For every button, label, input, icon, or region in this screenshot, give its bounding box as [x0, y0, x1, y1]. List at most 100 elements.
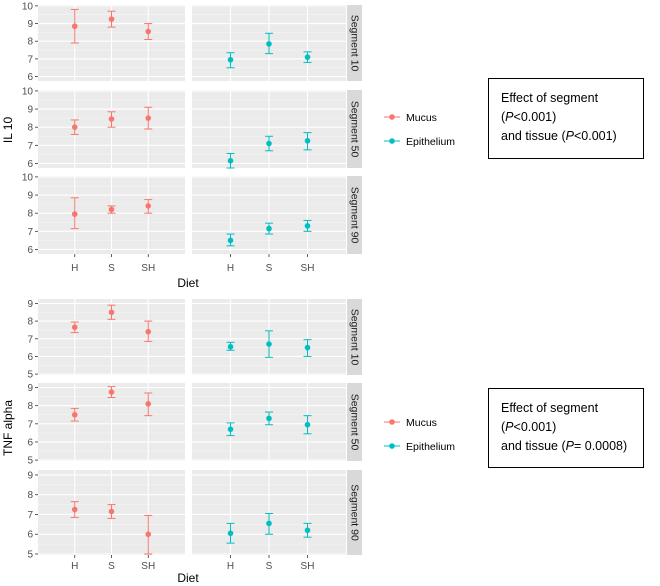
data-point	[227, 237, 234, 244]
legend-key-point	[389, 138, 395, 144]
facet-strip	[347, 470, 362, 555]
facet-strip	[347, 90, 362, 168]
y-tick-label: 8	[27, 209, 33, 220]
annotation-p-symbol: P	[565, 439, 574, 453]
annotation-p-symbol: P	[505, 110, 514, 124]
y-tick-label: 9	[27, 191, 33, 202]
data-point	[304, 54, 311, 60]
data-point	[266, 140, 272, 147]
facet-strip-label: Segment 50	[349, 101, 361, 158]
annotation-text: <0.001)	[513, 420, 557, 434]
y-tick-label: 7	[27, 227, 33, 238]
legend-key-point	[389, 443, 395, 449]
x-axis-title: Diet	[177, 276, 199, 290]
data-point	[145, 28, 152, 35]
data-point	[108, 508, 115, 515]
facet-panel	[38, 90, 185, 168]
facet-panel	[38, 470, 185, 555]
facet-strip-label: Segment 90	[349, 484, 361, 541]
annotation-p-symbol: P	[565, 129, 574, 143]
facet-panel	[192, 90, 346, 169]
data-point	[108, 16, 115, 22]
facet-panel	[38, 176, 185, 254]
facet-panel	[192, 299, 346, 375]
legend: Mucus Epithelium	[384, 417, 455, 453]
y-tick-label: 9	[27, 105, 33, 116]
y-tick-label: 8	[27, 37, 33, 48]
data-point	[145, 401, 152, 407]
facet-strip-label: Segment 10	[349, 15, 361, 72]
y-tick-label: 6	[27, 352, 33, 363]
annotation-text: Effect of segment (	[501, 91, 599, 124]
x-tick-label: S	[266, 561, 273, 572]
facet-strip-label: Segment 50	[349, 394, 361, 451]
y-tick-label: 9	[27, 19, 33, 30]
y-tick-label: 8	[27, 123, 33, 134]
y-tick-label: 9	[27, 470, 33, 481]
y-tick-label: 6	[27, 245, 33, 256]
y-tick-label: 5	[27, 456, 33, 467]
x-tick-label: SH	[141, 561, 155, 572]
y-tick-label: 8	[27, 490, 33, 501]
y-tick-label: 10	[22, 172, 34, 183]
y-tick-label: 8	[27, 317, 33, 328]
data-point	[304, 223, 311, 229]
legend-key-point	[389, 114, 395, 120]
data-point	[71, 124, 78, 130]
facet-strip	[347, 176, 362, 254]
legend-label: Epithelium	[406, 136, 455, 148]
facet-panel	[38, 5, 185, 81]
data-point	[108, 309, 115, 316]
facet-panel	[192, 5, 346, 81]
data-point	[266, 41, 272, 47]
annotation-text: Effect of segment (	[501, 401, 599, 434]
data-point	[71, 324, 78, 331]
y-tick-label: 6	[27, 530, 33, 541]
facet-panel	[192, 470, 346, 555]
data-point	[227, 56, 234, 63]
annotation-box-tnf: Effect of segment ( P <0.001) and tissue (…	[488, 388, 644, 468]
data-point	[266, 225, 272, 232]
y-tick-label: 9	[27, 299, 33, 310]
annotation-text: and tissue (	[501, 439, 566, 453]
data-point	[71, 23, 78, 30]
chart-il10: 6 7 8 9 10 Segment 10 6 7 8 9 10 Segment 50 H S SH H S SH…	[1, 1, 455, 290]
legend-label: Mucus	[406, 112, 437, 124]
annotation-box-il10: Effect of segment (P<0.001) and tissue (…	[488, 78, 644, 159]
data-point	[71, 411, 78, 418]
y-tick-label: 5	[27, 550, 33, 561]
legend-label: Epithelium	[406, 441, 455, 453]
facet-panel	[38, 383, 185, 461]
x-tick-label: SH	[301, 263, 315, 274]
data-point	[145, 203, 152, 209]
facet-strip	[347, 299, 362, 375]
chart-tnf-alpha: 5 6 7 8 9 Segment 10 5 6 7 8 9 Segment 50 H S SH H S SH 5 6…	[1, 299, 455, 585]
x-tick-label: H	[71, 561, 78, 572]
legend-key-point	[389, 419, 395, 425]
data-point	[145, 531, 152, 538]
y-tick-label: 7	[27, 141, 33, 152]
facet-strip	[347, 383, 362, 461]
y-tick-label: 7	[27, 334, 33, 345]
annotation-text: and tissue (	[501, 129, 566, 143]
y-tick-label: 6	[27, 159, 33, 170]
x-tick-label: S	[108, 263, 115, 274]
y-tick-label: 7	[27, 510, 33, 521]
data-point	[266, 520, 272, 527]
data-point	[108, 389, 115, 395]
x-tick-label: H	[227, 561, 234, 572]
x-tick-label: SH	[301, 561, 315, 572]
data-point	[227, 157, 234, 164]
data-point	[145, 328, 152, 335]
data-point	[227, 343, 234, 350]
facet-strip	[347, 5, 362, 81]
annotation-text: <0.001)	[573, 129, 617, 143]
y-axis-title: TNF alpha	[1, 400, 15, 456]
x-axis-title: Diet	[177, 571, 199, 585]
data-point	[266, 341, 272, 347]
y-tick-label: 7	[27, 419, 33, 430]
y-tick-label: 9	[27, 383, 33, 394]
data-point	[304, 421, 311, 428]
facet-strip-label: Segment 10	[349, 309, 361, 366]
